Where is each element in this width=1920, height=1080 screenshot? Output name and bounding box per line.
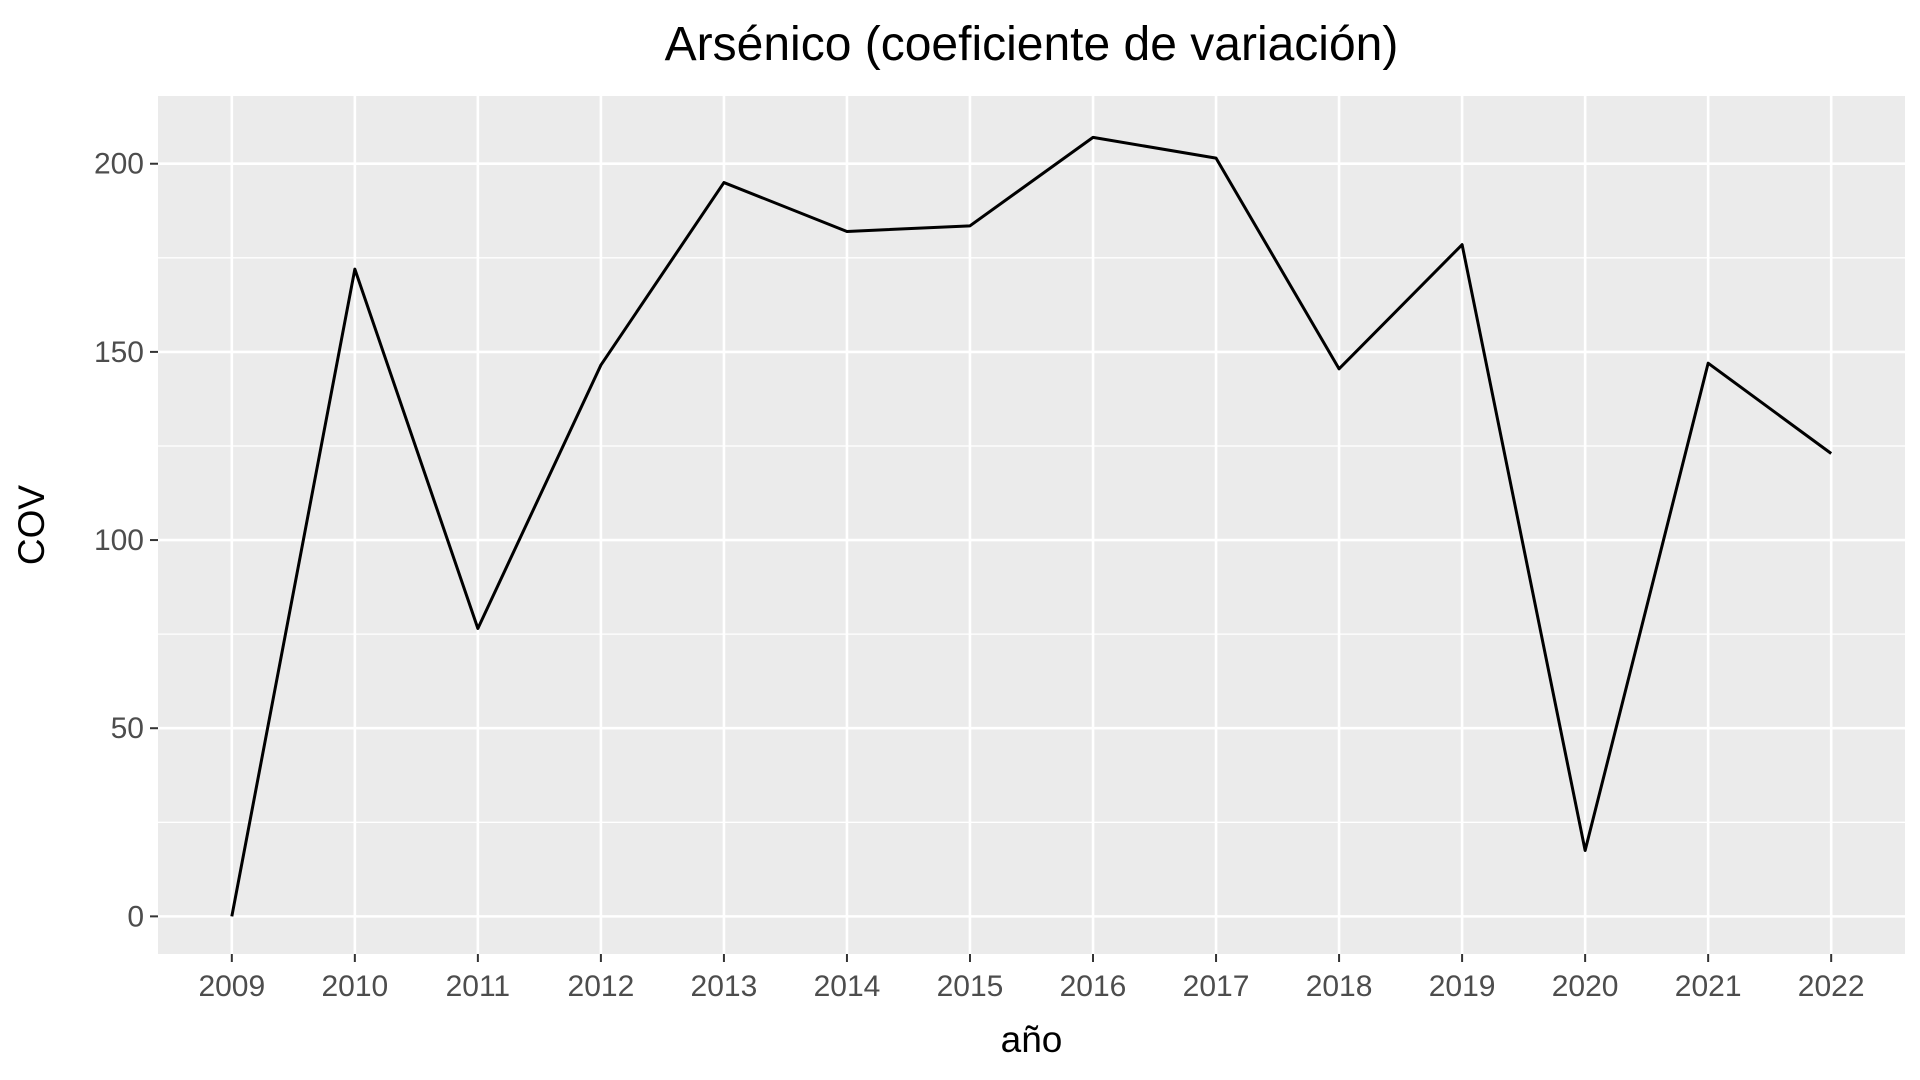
x-tick-label: 2021: [1675, 970, 1742, 1003]
series-line: [230, 135, 1833, 917]
x-tick-label: 2020: [1552, 970, 1619, 1003]
x-tick-label: 2019: [1429, 970, 1496, 1003]
x-tick-label: 2009: [198, 970, 265, 1003]
x-axis-tick-labels: 2009 2010 2011 2012 2013 2014 2015 2016 2017 2018…: [198, 970, 1864, 1003]
y-tick-label: 200: [94, 148, 144, 181]
y-tick-label: 150: [94, 336, 144, 369]
y-tick-label: 100: [94, 524, 144, 557]
chart-panel: [158, 96, 1905, 954]
x-tick-label: 2015: [937, 970, 1004, 1003]
x-tick-label: 2022: [1798, 970, 1865, 1003]
x-tick-label: 2018: [1306, 970, 1373, 1003]
y-axis-tick-labels: 0 50 100 150 200: [94, 148, 144, 934]
x-tick-label: 2016: [1060, 970, 1127, 1003]
major-gridlines: [158, 96, 1905, 954]
x-tick-label: 2010: [321, 970, 388, 1003]
minor-gridlines: [158, 257, 1905, 823]
x-axis-title: año: [1001, 1019, 1063, 1060]
y-tick-label: 0: [127, 900, 144, 933]
x-tick-label: 2012: [568, 970, 635, 1003]
x-tick-label: 2017: [1183, 970, 1250, 1003]
x-tick-label: 2014: [814, 970, 881, 1003]
y-tick-label: 50: [111, 712, 144, 745]
y-axis-title: COV: [11, 485, 52, 566]
axis-ticks: [150, 162, 1833, 962]
x-tick-label: 2011: [446, 970, 511, 1003]
chart-title: Arsénico (coeficiente de variación): [665, 18, 1399, 71]
x-tick-label: 2013: [691, 970, 758, 1003]
